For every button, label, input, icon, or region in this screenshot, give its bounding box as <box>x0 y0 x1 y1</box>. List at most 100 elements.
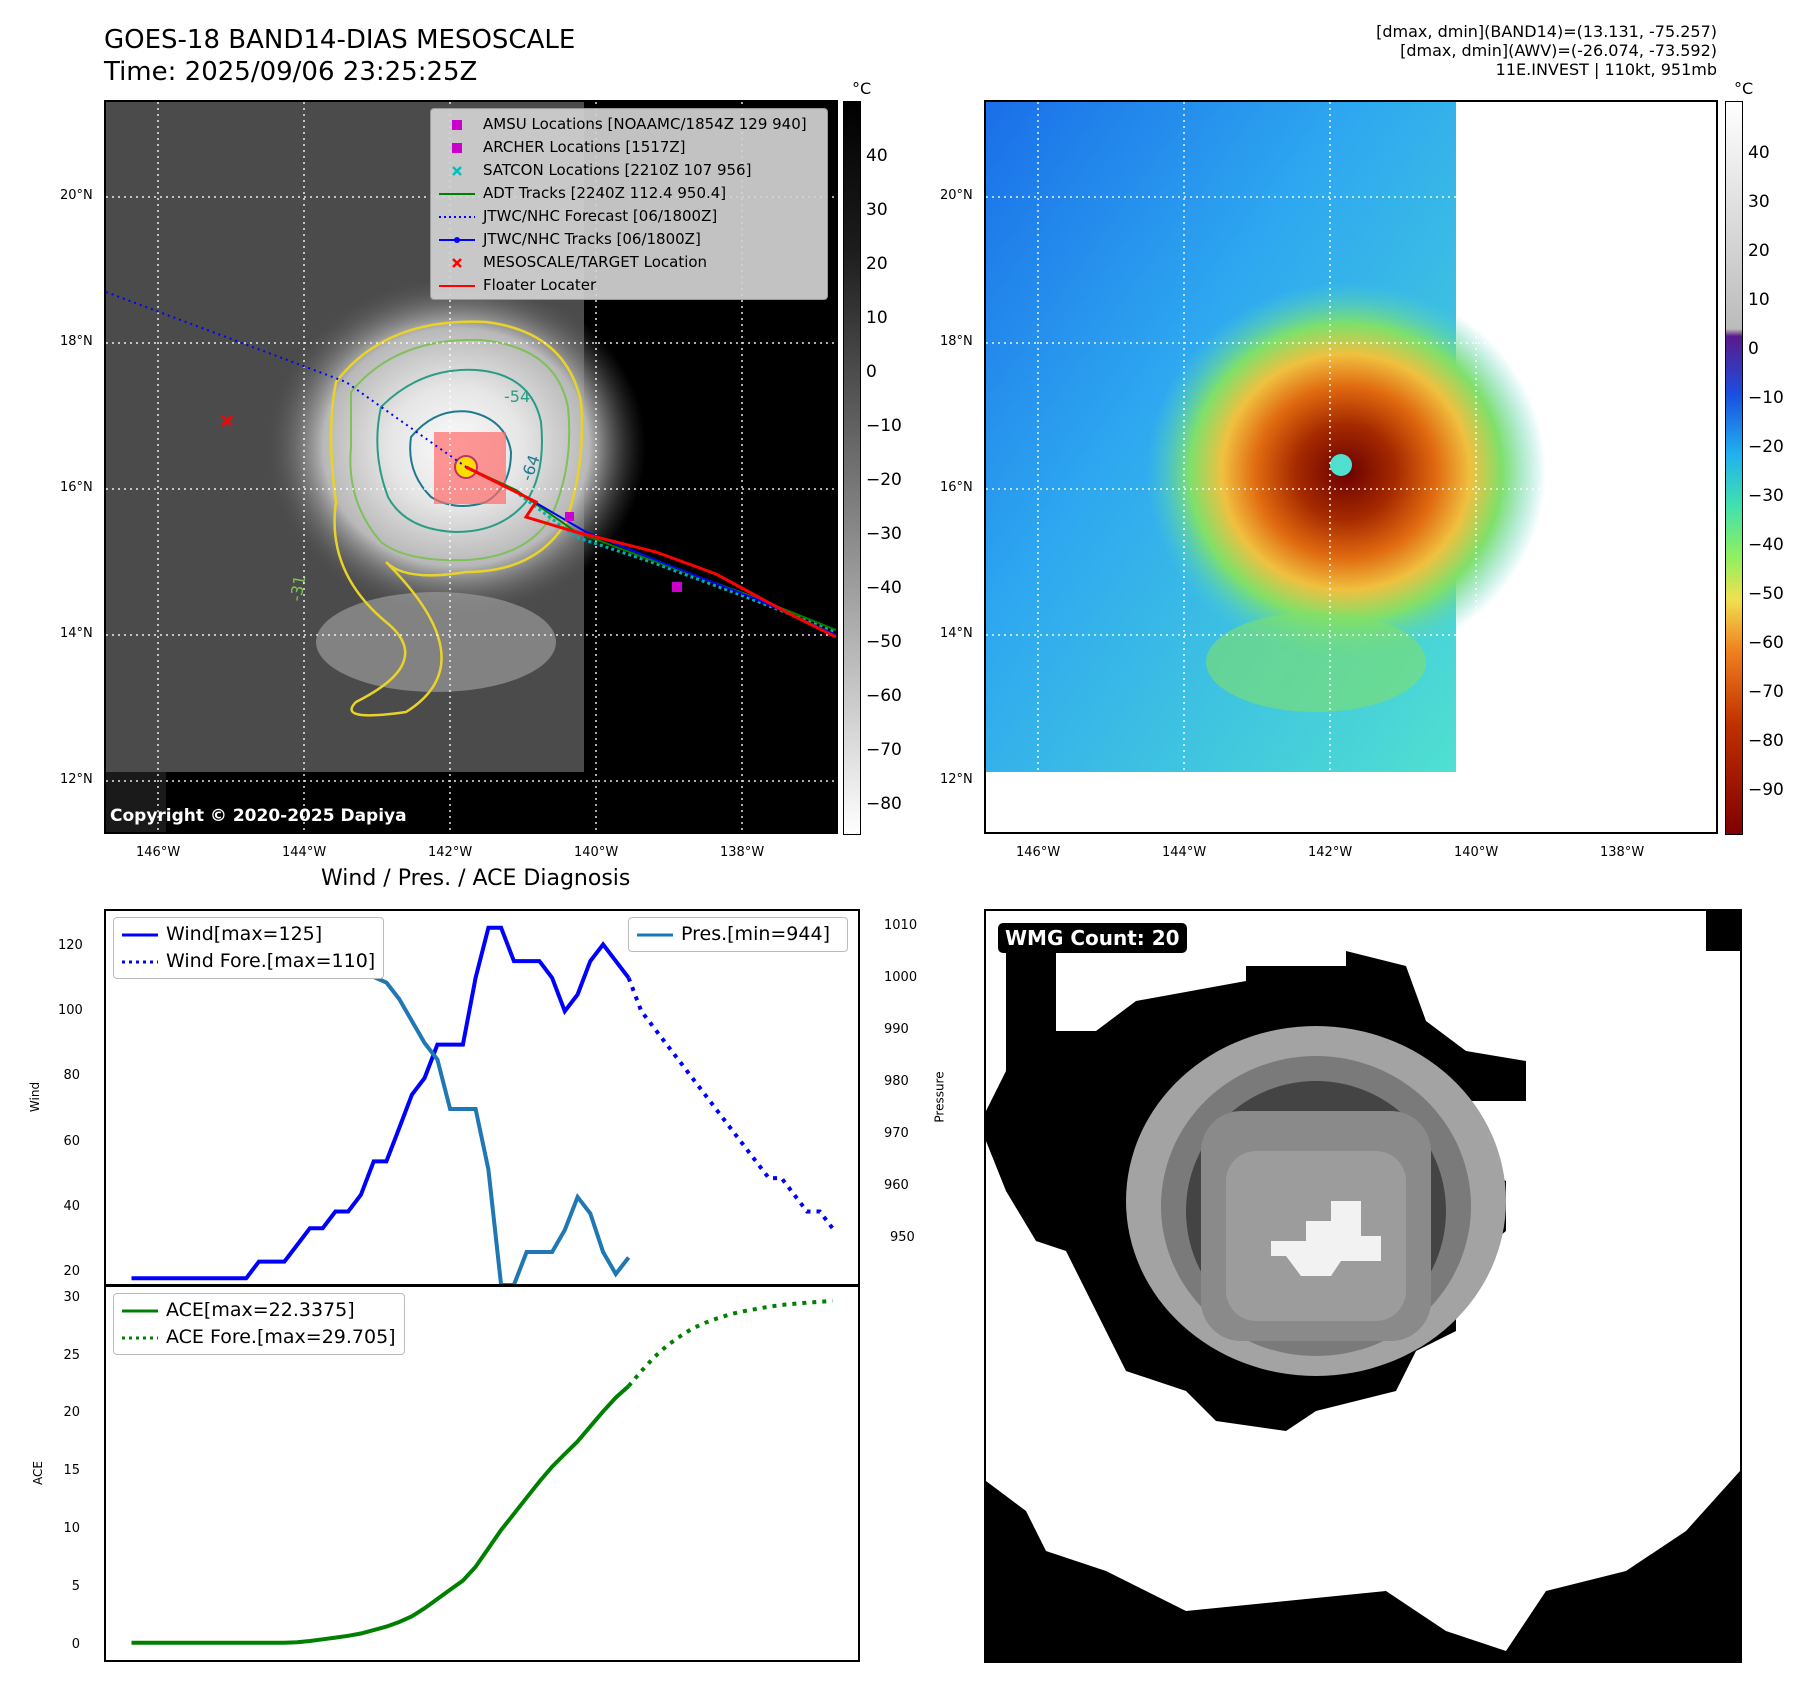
amsu-marker <box>565 512 574 521</box>
legend-item-ace-fore: ACE Fore.[max=29.705] <box>122 1324 396 1351</box>
solid-line-icon <box>122 1308 158 1314</box>
legend-item-floater: Floater Locater <box>439 274 819 297</box>
legend-item-amsu: AMSU Locations [NOAAMC/1854Z 129 940] <box>439 113 819 136</box>
ir-map-legend: AMSU Locations [NOAAMC/1854Z 129 940] AR… <box>430 108 828 300</box>
copyright-text: Copyright © 2020-2025 Dapiya <box>110 806 407 826</box>
wv-lat-label: 12°N <box>940 772 973 787</box>
pres-ytick: 1000 <box>884 970 918 985</box>
line-dot-icon <box>439 236 475 244</box>
legend-item-archer: ARCHER Locations [1517Z] <box>439 136 819 159</box>
ir-lat-label: 18°N <box>60 334 93 349</box>
ir-lat-label: 14°N <box>60 626 93 641</box>
wv-colorbar <box>1725 101 1743 835</box>
satcon-track <box>465 465 836 634</box>
wmg-image <box>986 911 1740 1661</box>
wv-colorbar-tick: −70 <box>1748 682 1784 702</box>
pres-ytick: 950 <box>890 1230 915 1245</box>
main-title: GOES-18 BAND14-DIAS MESOSCALE <box>104 25 576 55</box>
stats-awv: [dmax, dmin](AWV)=(-26.074, -73.592) <box>1400 41 1717 60</box>
jtwc-forecast-track <box>106 291 467 468</box>
pres-ytick: 1010 <box>884 918 918 933</box>
wv-lat-label: 18°N <box>940 334 973 349</box>
wind-ytick: 80 <box>63 1068 80 1083</box>
wv-map-image <box>986 102 1716 832</box>
ir-colorbar-tick: 20 <box>866 254 888 274</box>
ir-colorbar <box>843 101 861 835</box>
pres-legend: Pres.[min=944] <box>628 917 848 952</box>
ir-lon-label: 146°W <box>136 845 181 860</box>
legend-label: Floater Locater <box>483 276 597 294</box>
ir-colorbar-tick: −10 <box>866 416 902 436</box>
ace-ytick: 10 <box>63 1521 80 1536</box>
wind-ytick: 40 <box>63 1199 80 1214</box>
legend-item-satcon: SATCON Locations [2210Z 107 956] <box>439 159 819 182</box>
pres-ytick: 990 <box>884 1022 909 1037</box>
ir-colorbar-unit: °C <box>852 79 872 98</box>
ir-colorbar-tick: 40 <box>866 146 888 166</box>
stats-storm: 11E.INVEST | 110kt, 951mb <box>1495 60 1717 79</box>
series-line-ace <box>131 1384 630 1645</box>
legend-item-ace: ACE[max=22.3375] <box>122 1297 396 1324</box>
ace-ytick: 20 <box>63 1405 80 1420</box>
legend-item-pres: Pres.[min=944] <box>637 921 839 948</box>
floater-track <box>465 465 836 639</box>
contour-label-54: -54 <box>504 387 530 406</box>
wv-colorbar-tick: −80 <box>1748 731 1784 751</box>
wv-lon-label: 146°W <box>1016 845 1061 860</box>
wind-ytick: 60 <box>63 1134 80 1149</box>
wv-map-panel <box>984 100 1718 834</box>
diagnosis-title: Wind / Pres. / ACE Diagnosis <box>321 866 631 891</box>
legend-label: Wind[max=125] <box>166 923 323 945</box>
ir-lon-label: 138°W <box>720 845 765 860</box>
ir-colorbar-tick: −70 <box>866 740 902 760</box>
legend-label: SATCON Locations [2210Z 107 956] <box>483 161 752 179</box>
wv-colorbar-tick: −60 <box>1748 633 1784 653</box>
ace-ytick: 0 <box>71 1637 80 1652</box>
wind-ytick: 100 <box>58 1003 83 1018</box>
wv-colorbar-tick: 40 <box>1748 143 1770 163</box>
legend-label: JTWC/NHC Tracks [06/1800Z] <box>483 230 701 248</box>
ace-ytick: 25 <box>63 1348 80 1363</box>
ir-lon-label: 144°W <box>282 845 327 860</box>
ir-colorbar-tick: 10 <box>866 308 888 328</box>
dotted-line-icon <box>122 959 158 965</box>
wmg-panel: WMG Count: 20 <box>984 909 1742 1663</box>
ir-colorbar-tick: 0 <box>866 362 877 382</box>
ir-lat-label: 12°N <box>60 772 93 787</box>
dotted-line-icon <box>122 1335 158 1341</box>
legend-label: ACE[max=22.3375] <box>166 1299 355 1321</box>
target-location-marker <box>221 415 233 427</box>
wv-lat-label: 16°N <box>940 480 973 495</box>
wind-legend: Wind[max=125] Wind Fore.[max=110] <box>113 917 385 979</box>
wv-colorbar-tick: −40 <box>1748 535 1784 555</box>
ace-ytick: 5 <box>71 1579 80 1594</box>
solid-line-icon <box>637 932 673 938</box>
ir-colorbar-tick: −30 <box>866 524 902 544</box>
wv-colorbar-tick: −20 <box>1748 437 1784 457</box>
ace-plot <box>131 1299 833 1645</box>
stats-band14: [dmax, dmin](BAND14)=(13.131, -75.257) <box>1376 22 1717 41</box>
series-line-wind <box>131 925 631 1281</box>
ace-axis-label: ACE <box>30 1461 45 1485</box>
ir-colorbar-tick: −60 <box>866 686 902 706</box>
wv-lon-label: 142°W <box>1308 845 1353 860</box>
x-marker-icon <box>439 165 475 176</box>
wv-lon-label: 144°W <box>1162 845 1207 860</box>
ir-colorbar-tick: 30 <box>866 200 888 220</box>
legend-item-jtwc-forecast: JTWC/NHC Forecast [06/1800Z] <box>439 205 819 228</box>
time-stamp: Time: 2025/09/06 23:25:25Z <box>104 57 478 87</box>
legend-label: ADT Tracks [2240Z 112.4 950.4] <box>483 184 727 202</box>
legend-label: ACE Fore.[max=29.705] <box>166 1326 396 1348</box>
ace-ytick: 30 <box>63 1290 80 1305</box>
wmg-warm-core <box>1271 1201 1381 1276</box>
stats-block: [dmax, dmin](BAND14)=(13.131, -75.257) [… <box>1376 22 1717 79</box>
wind-axis-label: Wind <box>28 1081 43 1113</box>
pressure-axis-label: Pressure <box>932 1071 947 1123</box>
series-line-ace-fore <box>627 1299 833 1388</box>
solid-line-icon <box>122 932 158 938</box>
wv-lon-label: 138°W <box>1600 845 1645 860</box>
archer-marker <box>672 582 682 592</box>
ir-lat-label: 16°N <box>60 480 93 495</box>
pres-ytick: 980 <box>884 1074 909 1089</box>
wv-colorbar-tick: −10 <box>1748 388 1784 408</box>
